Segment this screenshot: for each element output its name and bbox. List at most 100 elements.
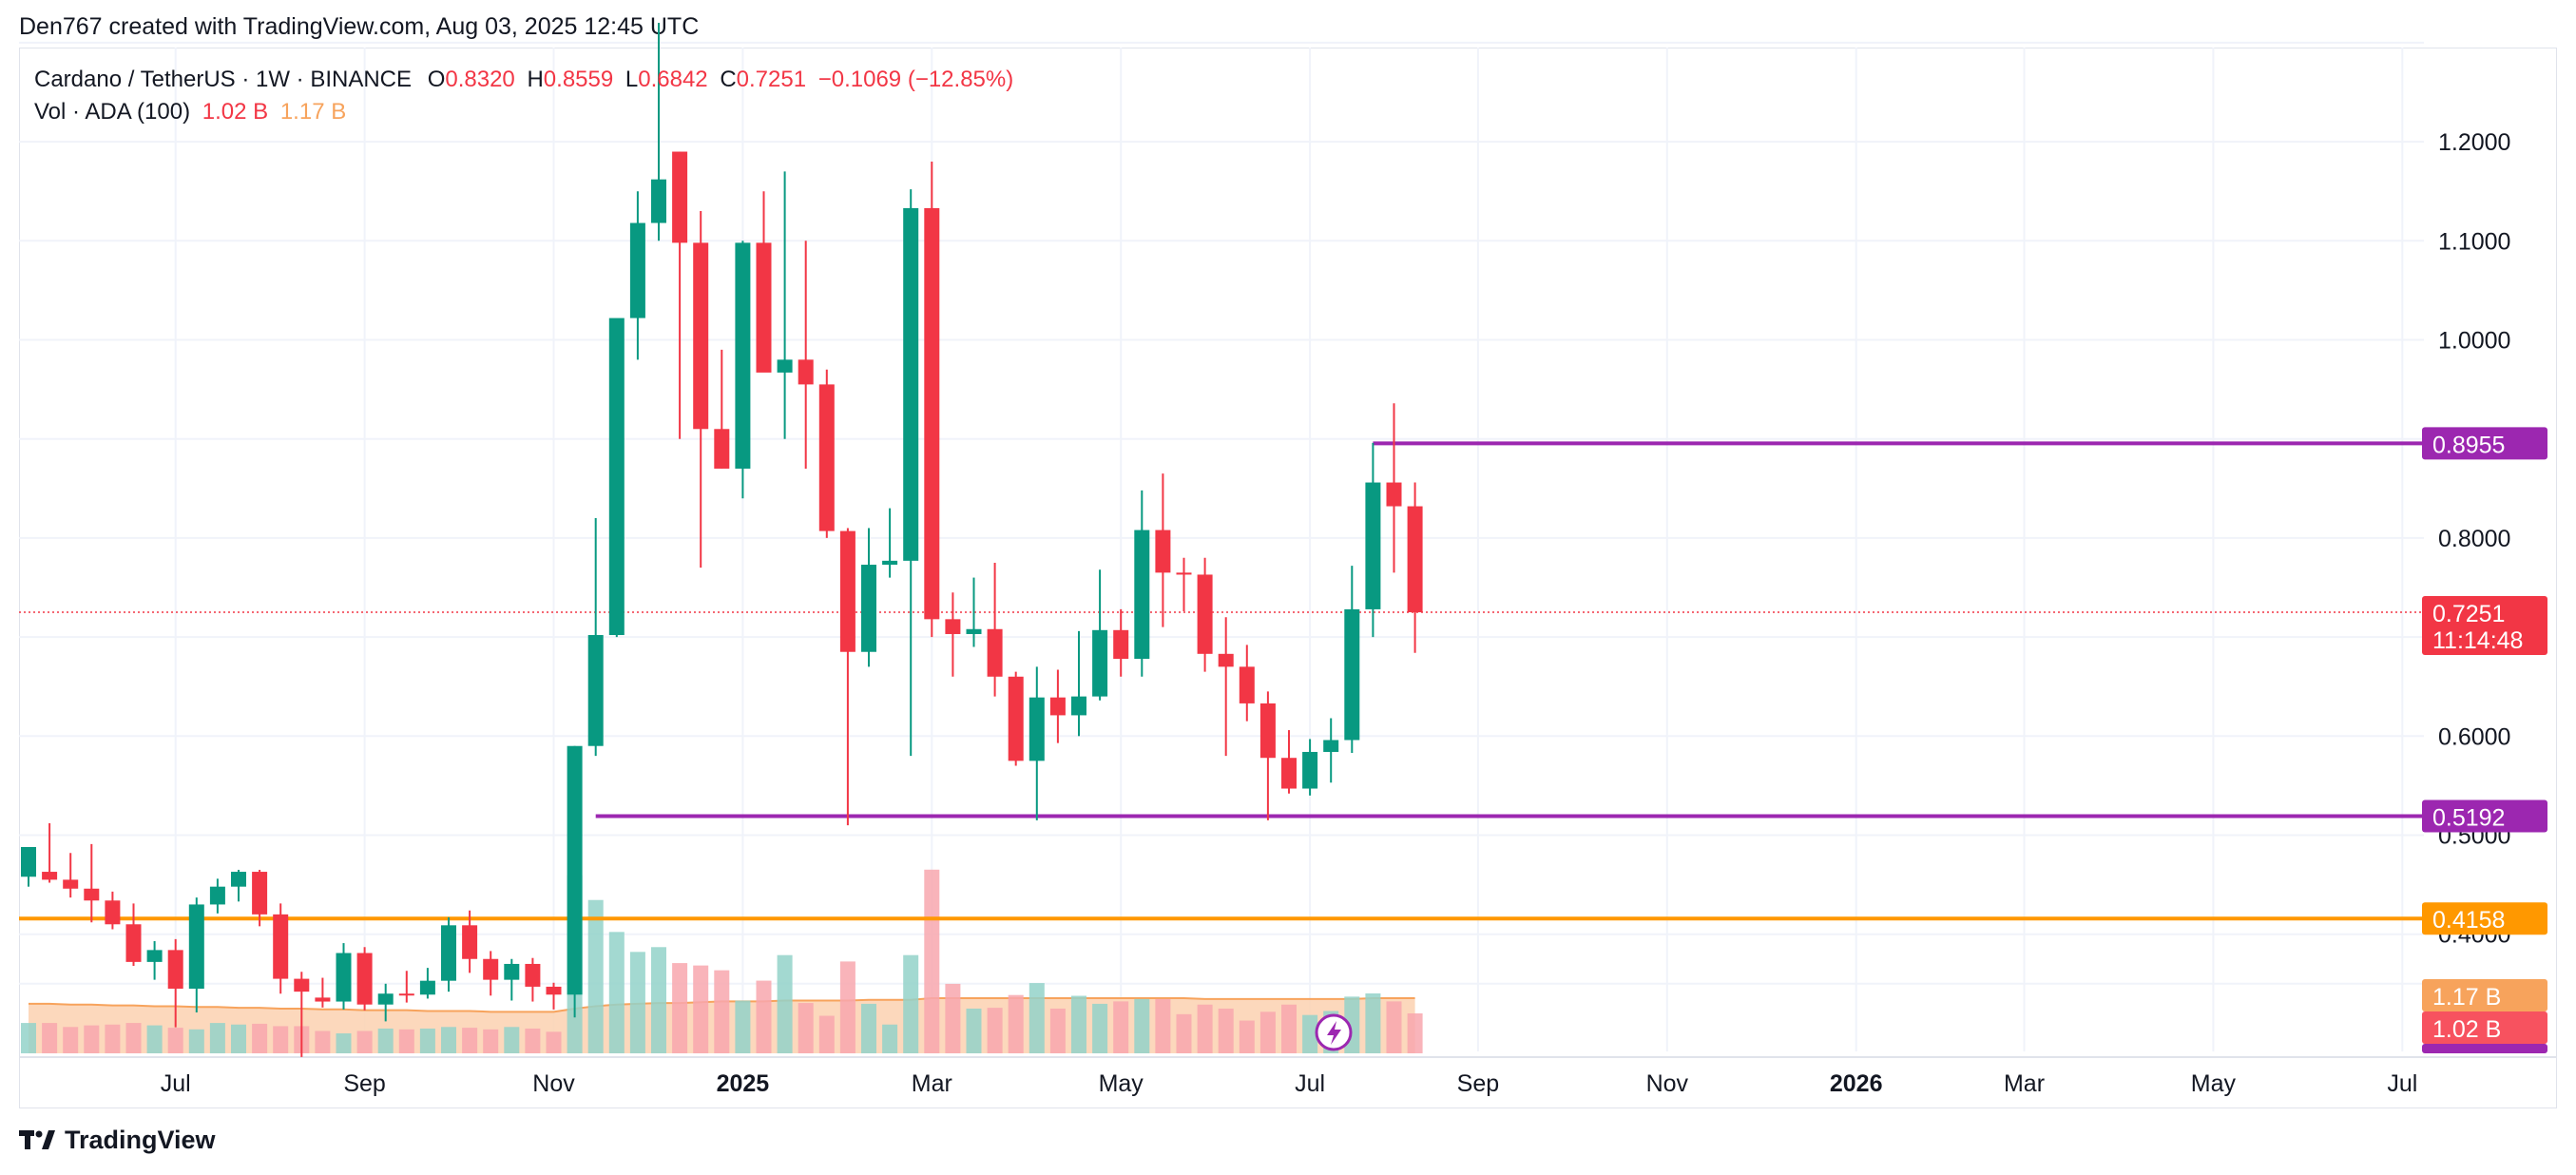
- volume-bar: [629, 952, 645, 1053]
- candle-body: [1028, 697, 1045, 761]
- candle-body: [167, 950, 183, 990]
- candle-body: [987, 628, 1003, 677]
- volume-bar: [1281, 1004, 1297, 1053]
- x-axis-tick-label: 2026: [1830, 1070, 1883, 1097]
- level-price-tag-bg: [2422, 427, 2547, 460]
- volume-ma-tag-text: 1.17 B: [2432, 984, 2501, 1011]
- volume-bar: [1197, 1004, 1213, 1053]
- volume-ma-value: 1.17 B: [279, 99, 347, 125]
- lightning-icon-bolt: [1327, 1021, 1341, 1045]
- volume-title[interactable]: Vol · ADA (100): [34, 99, 191, 125]
- tradingview-logo-icon: [19, 1129, 55, 1149]
- tradingview-brand: TradingView: [65, 1126, 216, 1154]
- candle-body: [483, 958, 499, 980]
- volume-bar: [882, 1024, 898, 1053]
- candle-body: [693, 242, 709, 430]
- y-axis-tick-label: 1.2000: [2438, 129, 2510, 156]
- candle-body: [105, 900, 121, 925]
- y-axis-tick-label: 1.0000: [2438, 328, 2510, 355]
- volume-bar: [483, 1029, 499, 1053]
- y-axis-tick-label: 1.1000: [2438, 228, 2510, 255]
- candle-body: [1092, 629, 1108, 697]
- volume-bar: [693, 965, 709, 1053]
- candle-body: [882, 560, 898, 566]
- level-price-tag-bg: [2422, 799, 2547, 833]
- candle-body: [441, 925, 456, 981]
- close-label: C: [720, 67, 737, 92]
- attribution-text: Den767 created with TradingView.com, Aug…: [19, 13, 700, 40]
- volume-ma-tag-bg: [2422, 979, 2547, 1011]
- change-value: −0.1069 (−12.85%): [817, 67, 1014, 92]
- volume-tag-bg: [2422, 1011, 2547, 1044]
- open-label: O: [427, 67, 446, 92]
- volume-value: 1.02 B: [202, 99, 269, 125]
- volume-bar: [1365, 993, 1381, 1053]
- candle-body: [1155, 530, 1171, 573]
- volume-bar: [1176, 1013, 1192, 1053]
- chart-frame[interactable]: [19, 48, 2557, 1108]
- candle-body: [1049, 697, 1066, 716]
- candle-body: [798, 359, 814, 385]
- volume-bar: [1386, 1001, 1402, 1053]
- volume-tag: 1.02 B: [2422, 1011, 2547, 1044]
- symbol-title[interactable]: Cardano / TetherUS · 1W · BINANCE: [34, 67, 413, 92]
- candle-body: [1259, 703, 1276, 759]
- volume-bar: [525, 1028, 541, 1053]
- candle-body: [1218, 653, 1234, 667]
- volume-bar: [1259, 1011, 1276, 1053]
- y-axis-tick-label: 0.6000: [2438, 723, 2510, 750]
- x-axis-tick-label: May: [2191, 1070, 2237, 1097]
- candle-body: [839, 530, 855, 652]
- candle-body: [587, 635, 604, 746]
- tradingview-footer[interactable]: TradingView: [19, 1126, 216, 1155]
- candle-body: [209, 886, 225, 905]
- volume-bar: [231, 1024, 246, 1053]
- candle-body: [315, 997, 331, 1002]
- candle-body: [1071, 696, 1086, 716]
- candle-body: [714, 429, 730, 469]
- last-price-tag-bg: [2422, 595, 2547, 655]
- volume-bar: [252, 1023, 268, 1053]
- candle-body: [629, 222, 645, 318]
- volume-bar: [1028, 983, 1045, 1053]
- volume-bar: [336, 1033, 352, 1053]
- x-axis-tick-label: Jul: [161, 1070, 191, 1097]
- volume-bar: [651, 947, 666, 1053]
- low-value: 0.6842: [638, 67, 708, 92]
- volume-bar: [756, 980, 772, 1053]
- candle-body: [1113, 629, 1129, 660]
- candle-body: [818, 384, 835, 531]
- x-axis-tick-label: Mar: [912, 1070, 952, 1097]
- candle-body: [231, 872, 246, 887]
- candle-body: [567, 745, 583, 995]
- candle-body: [735, 242, 751, 469]
- high-value: 0.8559: [543, 67, 614, 92]
- volume-bar: [1134, 998, 1150, 1053]
- candle-body: [1008, 676, 1024, 761]
- volume-bar: [777, 954, 793, 1053]
- volume-bar: [798, 1003, 814, 1053]
- volume-bar: [462, 1028, 478, 1053]
- volume-bar: [587, 899, 604, 1053]
- volume-bar: [818, 1015, 835, 1053]
- y-axis-tick-label: 0.8000: [2438, 526, 2510, 552]
- lightning-icon[interactable]: [1315, 1013, 1353, 1051]
- volume-bar: [608, 932, 625, 1053]
- candle-body: [651, 179, 666, 223]
- candle-body: [84, 888, 100, 901]
- candle-body: [252, 872, 268, 915]
- volume-bar: [398, 1029, 414, 1053]
- candle-body: [1134, 530, 1150, 660]
- candle-body: [21, 847, 36, 877]
- candle-body: [1344, 608, 1360, 741]
- candle-body: [146, 950, 163, 962]
- volume-bar: [273, 1026, 289, 1053]
- x-axis-tick-label: Jul: [2387, 1070, 2417, 1097]
- candle-body: [1323, 740, 1339, 752]
- volume-bar: [167, 1028, 183, 1053]
- candle-body: [672, 151, 688, 243]
- volume-bar: [672, 963, 688, 1053]
- candle-body: [966, 628, 982, 634]
- candle-body: [356, 953, 373, 1005]
